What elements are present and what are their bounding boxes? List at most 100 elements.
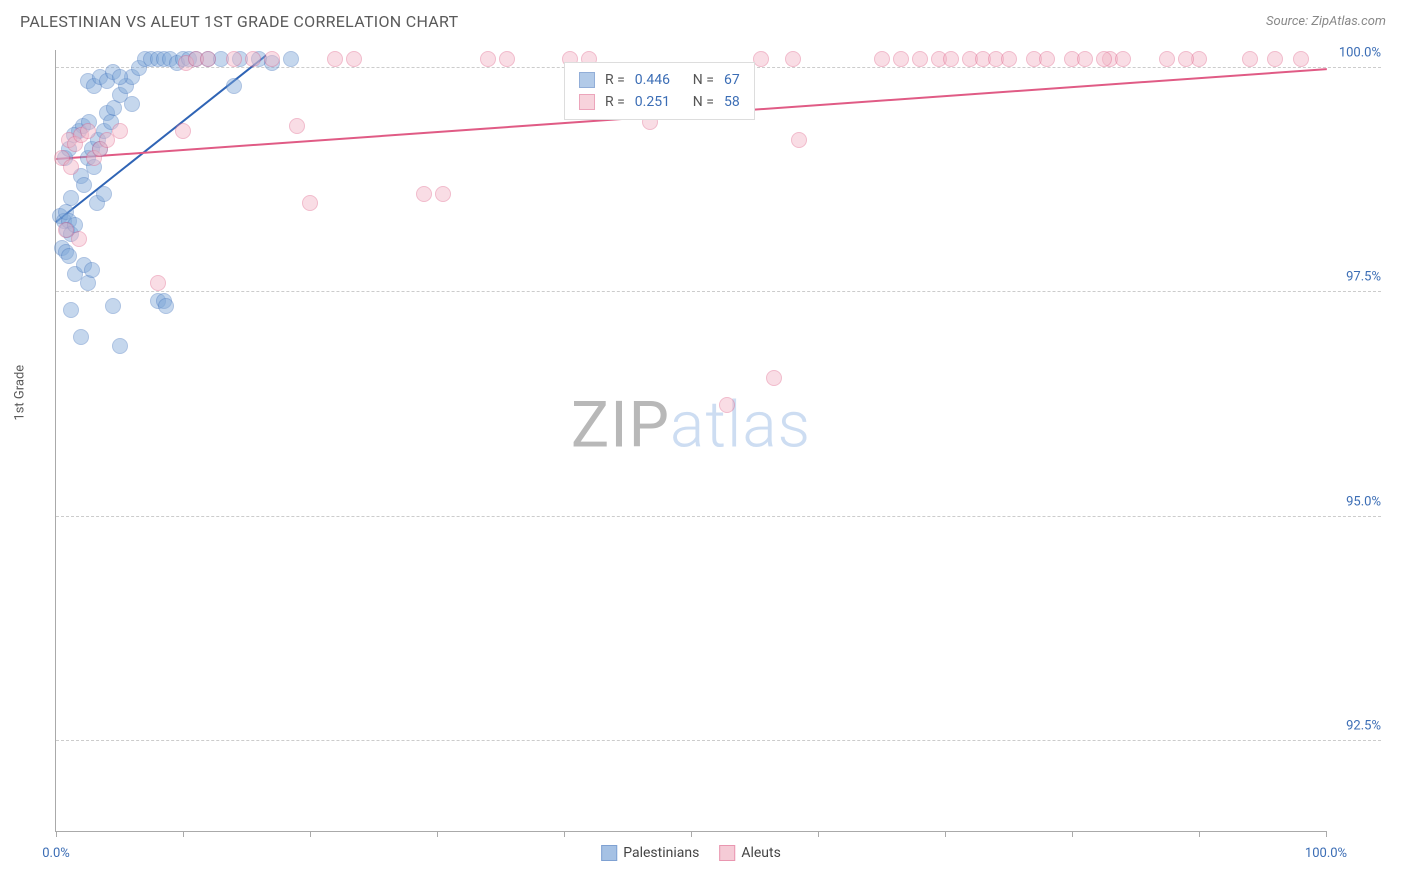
scatter-marker [73,329,89,345]
scatter-marker [327,51,343,67]
scatter-marker [76,177,92,193]
x-tick [1199,831,1200,837]
series-legend-item: Aleuts [719,845,780,861]
x-tick [183,831,184,837]
scatter-marker [124,96,140,112]
x-tick [691,831,692,837]
scatter-marker [435,186,451,202]
scatter-marker [753,51,769,67]
gridline-h [56,740,1381,741]
scatter-marker [226,78,242,94]
x-tick [818,831,819,837]
scatter-marker [264,51,280,67]
y-tick-label: 100.0% [1339,45,1381,60]
x-tick [310,831,311,837]
gridline-h [56,516,1381,517]
r-label: R = [605,69,625,91]
scatter-marker [302,195,318,211]
scatter-marker [112,338,128,354]
y-tick-label: 92.5% [1346,719,1381,734]
x-tick [437,831,438,837]
legend-swatch [601,845,617,861]
scatter-marker [150,275,166,291]
stats-legend: R = 0.446 N = 67 R = 0.251 N = 58 [564,62,755,120]
legend-swatch [719,845,735,861]
scatter-marker [416,186,432,202]
scatter-marker [893,51,909,67]
stats-legend-row: R = 0.446 N = 67 [579,69,740,91]
scatter-marker [791,132,807,148]
scatter-marker [112,123,128,139]
x-tick-label: 100.0% [1305,846,1347,861]
x-tick [1326,831,1327,837]
legend-swatch [579,72,595,88]
chart-source: Source: ZipAtlas.com [1266,14,1386,29]
scatter-marker [1077,51,1093,67]
scatter-marker [766,370,782,386]
r-value: 0.446 [635,69,683,91]
watermark: ZIPatlas [571,387,811,462]
n-label: N = [693,91,714,113]
x-tick-label: 0.0% [42,846,70,861]
scatter-marker [785,51,801,67]
scatter-marker [245,51,261,67]
scatter-marker [96,186,112,202]
scatter-marker [346,51,362,67]
y-tick-label: 97.5% [1346,270,1381,285]
series-legend-label: Aleuts [741,845,780,861]
scatter-marker [158,298,174,314]
y-axis-label: 1st Grade [13,365,28,421]
series-legend-item: Palestinians [601,845,699,861]
scatter-marker [1115,51,1131,67]
scatter-marker [1096,51,1112,67]
r-label: R = [605,91,625,113]
gridline-h [56,291,1381,292]
scatter-marker [1293,51,1309,67]
y-tick-label: 95.0% [1346,494,1381,509]
scatter-marker [112,69,128,85]
scatter-marker [226,51,242,67]
scatter-marker [1178,51,1194,67]
watermark-zip: ZIP [571,387,670,462]
watermark-atlas: atlas [670,387,811,462]
scatter-marker [105,298,121,314]
n-value: 67 [724,69,740,91]
scatter-marker [1039,51,1055,67]
x-tick [56,831,57,837]
n-label: N = [693,69,714,91]
scatter-marker [912,51,928,67]
series-legend: Palestinians Aleuts [601,845,781,861]
scatter-marker [289,118,305,134]
chart-container: 1st Grade ZIPatlas 92.5%95.0%97.5%100.0%… [45,50,1386,832]
plot-area: ZIPatlas 92.5%95.0%97.5%100.0%0.0%100.0%… [55,50,1326,832]
chart-header: PALESTINIAN VS ALEUT 1ST GRADE CORRELATI… [0,0,1406,39]
scatter-marker [84,262,100,278]
scatter-marker [1001,51,1017,67]
scatter-marker [200,51,216,67]
chart-title: PALESTINIAN VS ALEUT 1ST GRADE CORRELATI… [20,12,458,31]
scatter-marker [175,123,191,139]
x-tick [945,831,946,837]
scatter-marker [499,51,515,67]
r-value: 0.251 [635,91,683,113]
scatter-marker [283,51,299,67]
scatter-marker [63,190,79,206]
n-value: 58 [724,91,740,113]
scatter-marker [1159,51,1175,67]
x-tick [1072,831,1073,837]
scatter-marker [943,51,959,67]
legend-swatch [579,94,595,110]
scatter-marker [63,159,79,175]
x-tick [564,831,565,837]
scatter-marker [1242,51,1258,67]
scatter-marker [58,222,74,238]
scatter-marker [719,397,735,413]
scatter-marker [480,51,496,67]
scatter-marker [80,123,96,139]
scatter-marker [874,51,890,67]
series-legend-label: Palestinians [623,845,699,861]
scatter-marker [1267,51,1283,67]
scatter-marker [63,302,79,318]
scatter-marker [61,248,77,264]
stats-legend-row: R = 0.251 N = 58 [579,91,740,113]
